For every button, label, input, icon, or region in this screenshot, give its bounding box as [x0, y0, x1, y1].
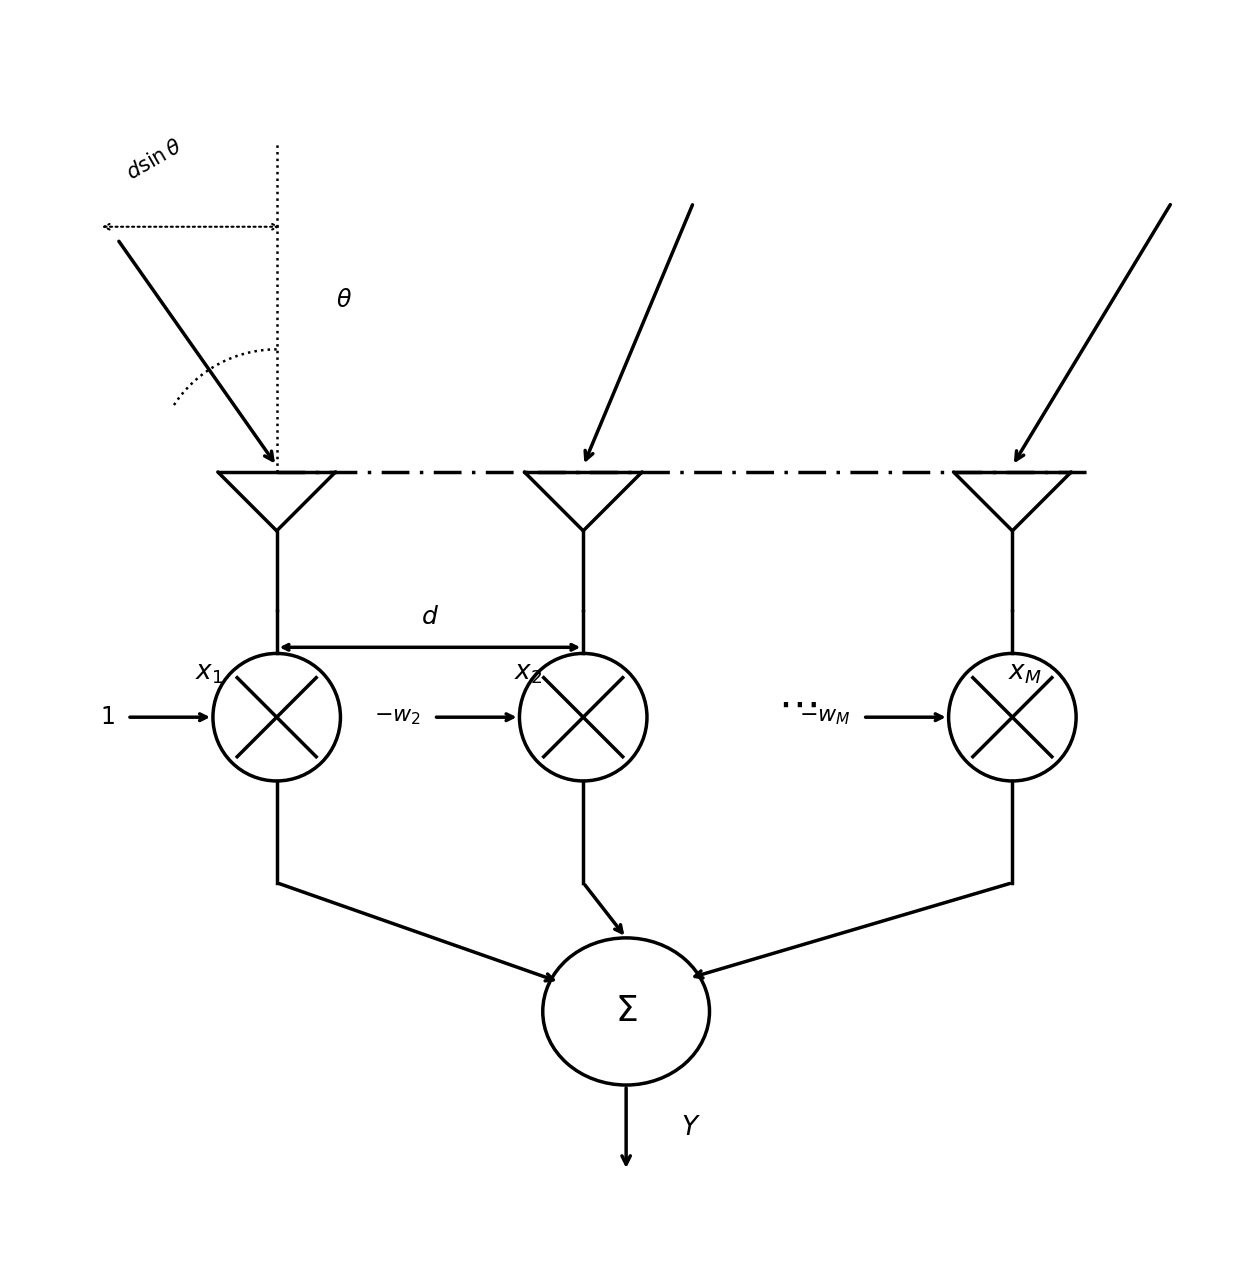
Text: $\cdots$: $\cdots$ [779, 683, 817, 725]
Text: $Y$: $Y$ [681, 1114, 701, 1141]
Text: $d$: $d$ [420, 604, 439, 629]
Text: $-w_2$: $-w_2$ [374, 708, 422, 727]
Text: $\theta$: $\theta$ [336, 288, 352, 312]
Text: $d\sin\theta$: $d\sin\theta$ [123, 136, 186, 184]
Text: $x_1$: $x_1$ [195, 659, 223, 686]
Text: $\Sigma$: $\Sigma$ [615, 994, 637, 1029]
Text: $-w_M$: $-w_M$ [799, 708, 851, 727]
Text: $1$: $1$ [100, 705, 115, 729]
Text: $x_M$: $x_M$ [1008, 659, 1042, 686]
Text: $x_2$: $x_2$ [513, 659, 542, 686]
